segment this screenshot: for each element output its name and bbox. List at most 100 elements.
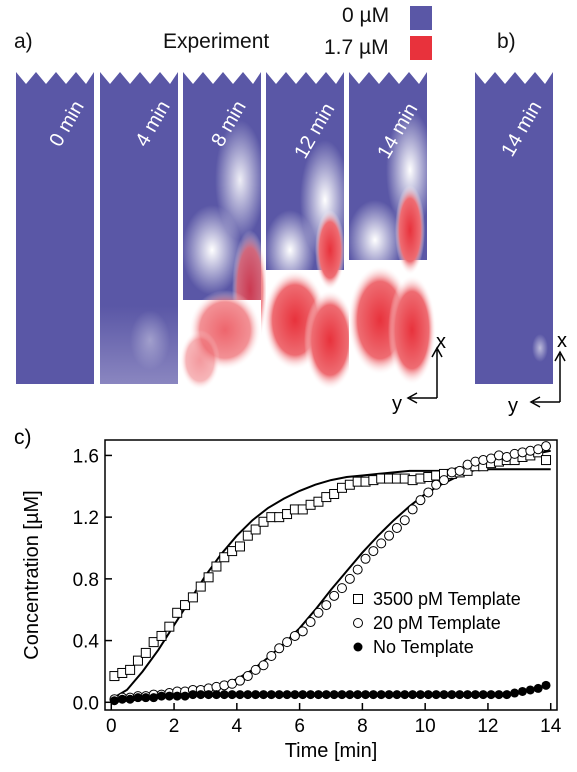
x-tick-label-2: 4 — [232, 716, 243, 737]
point-series0 — [140, 647, 151, 658]
panel-a-label: a) — [14, 30, 33, 53]
panel-b-label: b) — [497, 30, 516, 53]
colorbar-low-label: 0 µM — [342, 4, 390, 27]
point-series2 — [431, 690, 441, 700]
point-series1 — [352, 564, 363, 575]
point-series2 — [282, 690, 292, 700]
point-series0 — [195, 581, 206, 592]
point-series2 — [510, 688, 520, 698]
point-series2 — [313, 690, 323, 700]
frame-12min — [263, 72, 356, 390]
point-series1 — [454, 465, 465, 476]
panel-c-label: c) — [14, 426, 32, 449]
point-series1 — [439, 475, 449, 486]
point-series1 — [321, 600, 332, 611]
point-series0 — [219, 552, 230, 563]
frame-b-14min — [475, 72, 553, 384]
point-series1 — [336, 583, 347, 594]
point-series2 — [125, 694, 135, 704]
experiment-title: Experiment — [163, 30, 270, 53]
point-series2 — [486, 690, 496, 700]
point-series2 — [533, 683, 543, 693]
point-series2 — [502, 690, 512, 700]
point-series0 — [180, 600, 191, 611]
y-tick-label-1: 0.4 — [73, 632, 100, 653]
plot-frame — [104, 439, 558, 711]
legend-marker-0 — [353, 594, 363, 604]
axis-label-x-b: x — [557, 330, 567, 352]
point-series2 — [172, 691, 182, 701]
point-series0 — [156, 630, 167, 641]
legend: 3500 pM Template 20 pM Template No Templat… — [353, 589, 521, 657]
point-series2 — [517, 686, 527, 696]
concentration-chart: c) 0 2 4 6 8 10 12 14 0.0 0.4 0.8 1.2 1.6 Time [min]… — [14, 426, 562, 762]
x-tick-label-1: 2 — [169, 716, 180, 737]
point-series1 — [289, 630, 300, 641]
point-series2 — [235, 690, 245, 700]
point-series1 — [391, 522, 402, 533]
x-tick-label-3: 6 — [294, 716, 305, 737]
point-series2 — [157, 691, 166, 701]
point-series1 — [415, 495, 426, 506]
point-series2 — [141, 693, 151, 703]
colorbar-low-swatch — [410, 6, 432, 30]
point-series1 — [344, 573, 355, 584]
frame-14min — [347, 72, 436, 385]
x-tick-label-4: 8 — [357, 716, 368, 737]
point-series0 — [234, 541, 245, 552]
axis-arrows-a — [406, 346, 443, 404]
axis-arrows-b — [529, 350, 566, 408]
point-series2 — [290, 690, 300, 700]
point-series1 — [242, 671, 253, 682]
x-tick-label-7: 14 — [540, 716, 562, 737]
point-series2 — [204, 690, 214, 700]
point-series2 — [525, 685, 535, 695]
point-series1 — [329, 590, 340, 601]
legend-label-2: No Template — [373, 637, 474, 657]
fit-curves — [110, 449, 551, 704]
point-series2 — [337, 690, 347, 700]
point-series2 — [329, 690, 339, 700]
point-series2 — [164, 691, 174, 701]
point-series2 — [415, 690, 425, 700]
point-series2 — [463, 690, 473, 700]
point-series1 — [297, 626, 308, 637]
point-series0 — [541, 455, 552, 466]
point-series2 — [376, 690, 386, 700]
point-series2 — [361, 690, 371, 700]
point-series0 — [203, 572, 214, 583]
point-series1 — [250, 664, 261, 675]
point-series1 — [384, 530, 395, 541]
y-tick-label-2: 0.8 — [73, 570, 99, 591]
point-series2 — [408, 690, 418, 700]
point-series1 — [274, 643, 285, 654]
point-series0 — [132, 655, 143, 666]
point-series0 — [148, 637, 159, 648]
point-series1 — [360, 553, 371, 564]
point-series1 — [423, 487, 434, 498]
x-tick-label-5: 10 — [415, 716, 436, 737]
axis-label-x-a: x — [436, 331, 446, 353]
colorbar-high-swatch — [410, 36, 432, 60]
legend-label-1: 20 pM Template — [373, 613, 501, 633]
point-series2 — [298, 690, 308, 700]
point-series2 — [439, 690, 449, 700]
point-series2 — [251, 690, 261, 700]
x-axis-label: Time [min] — [285, 740, 378, 762]
y-tick-label-3: 1.2 — [73, 508, 99, 529]
point-series0 — [329, 489, 340, 499]
point-series1 — [407, 504, 418, 515]
point-series2 — [470, 690, 480, 700]
point-series2 — [133, 693, 143, 703]
point-series2 — [368, 690, 378, 700]
frame-8min — [180, 72, 268, 390]
point-series1 — [541, 441, 552, 452]
point-series0 — [172, 607, 183, 618]
point-series2 — [494, 690, 504, 700]
point-series0 — [187, 592, 198, 603]
point-series1 — [399, 515, 410, 526]
point-series0 — [164, 621, 175, 632]
point-series2 — [447, 690, 457, 700]
x-tick-label-6: 12 — [477, 716, 498, 737]
point-series2 — [180, 691, 190, 701]
